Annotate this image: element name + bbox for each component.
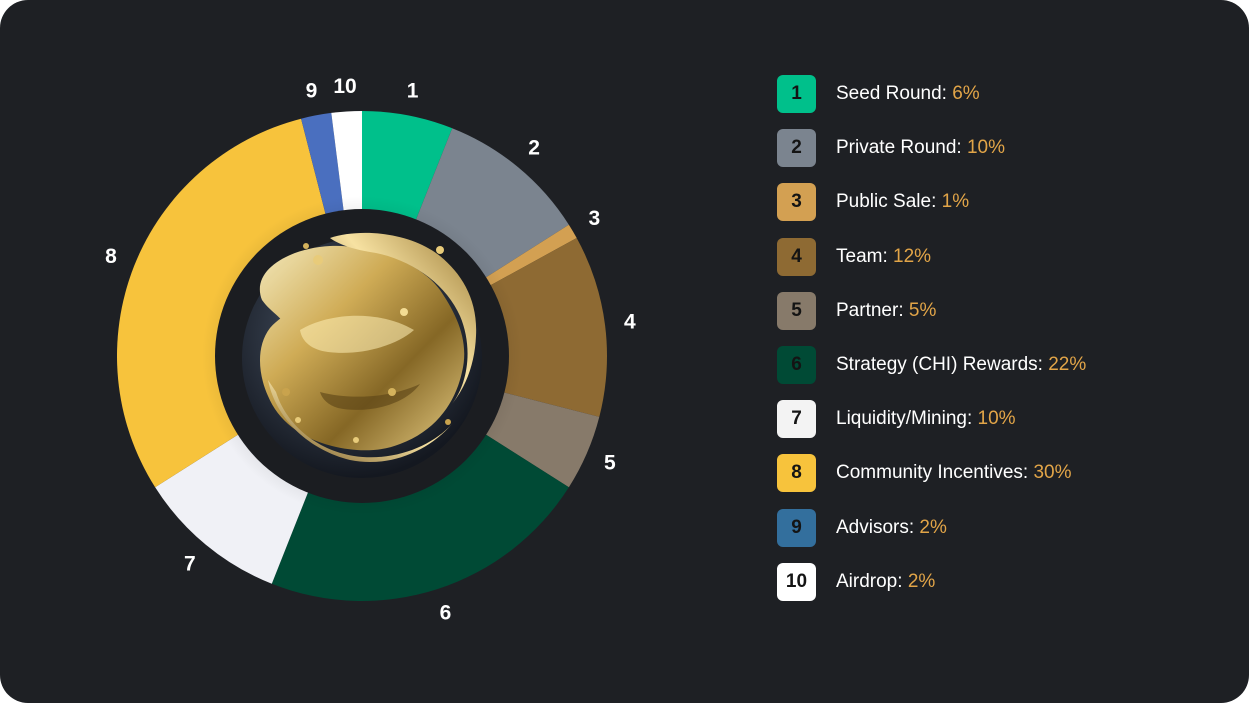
legend-item: 5 Partner: 5%	[777, 291, 1217, 330]
legend-text: Community Incentives: 30%	[836, 462, 1072, 484]
legend-text: Liquidity/Mining: 10%	[836, 408, 1016, 430]
legend-item: 7 Liquidity/Mining: 10%	[777, 400, 1217, 439]
legend-separator: :	[941, 83, 953, 104]
legend-text: Partner: 5%	[836, 300, 936, 322]
legend-badge: 6	[777, 345, 816, 384]
legend-label: Seed Round	[836, 83, 942, 104]
legend-item: 1 Seed Round: 6%	[777, 75, 1217, 113]
legend-text: Private Round: 10%	[836, 137, 1005, 159]
slice-label-5: 5	[604, 452, 616, 475]
legend-item: 8 Community Incentives: 30%	[777, 454, 1217, 493]
legend-separator: :	[1022, 462, 1034, 484]
legend-badge: 1	[777, 75, 816, 113]
legend-text: Seed Round: 6%	[836, 83, 980, 105]
legend-label: Advisors	[836, 516, 909, 538]
slice-labels-layer: 1 2 3 4 5 6 7 8 9 10	[105, 75, 636, 624]
legend-badge: 3	[777, 183, 816, 222]
legend-separator: :	[956, 137, 967, 159]
legend-value: 2%	[919, 516, 947, 538]
legend-item: 10 Airdrop: 2%	[777, 562, 1217, 601]
legend-value: 2%	[907, 570, 936, 592]
legend-text: Public Sale: 1%	[836, 191, 969, 213]
legend-badge: 9	[777, 508, 816, 547]
legend-separator: :	[898, 299, 909, 321]
legend-label: Team	[836, 245, 883, 267]
legend-value: 1%	[941, 191, 970, 213]
legend-value: 6%	[952, 83, 980, 104]
legend-label: Public Sale	[836, 191, 932, 213]
legend-value: 5%	[908, 299, 937, 321]
legend-value: 12%	[893, 245, 932, 267]
legend-label: Airdrop	[836, 570, 898, 592]
legend-label: Partner	[836, 299, 899, 321]
legend-label: Private Round	[836, 137, 957, 159]
legend-label: Liquidity/Mining	[836, 408, 967, 430]
slice-label-3: 3	[589, 207, 601, 230]
slice-label-4: 4	[624, 311, 636, 334]
legend-separator: :	[908, 516, 920, 538]
legend-separator: :	[882, 245, 894, 267]
legend-separator: :	[931, 191, 942, 213]
legend-item: 2 Private Round: 10%	[777, 129, 1217, 168]
gold-splash-image	[259, 232, 477, 463]
slice-label-10: 10	[333, 75, 356, 98]
legend-badge: 10	[777, 562, 816, 601]
slice-label-9: 9	[306, 79, 318, 102]
legend: 1 Seed Round: 6% 2 Private Round: 10% 3 Publi…	[777, 75, 1217, 617]
legend-item: 6 Strategy (CHI) Rewards: 22%	[777, 345, 1217, 384]
legend-badge: 7	[777, 400, 816, 439]
slice-label-7: 7	[184, 553, 196, 576]
legend-item: 3 Public Sale: 1%	[777, 183, 1217, 222]
legend-separator: :	[1037, 353, 1049, 375]
legend-text: Strategy (CHI) Rewards: 22%	[836, 354, 1086, 376]
legend-value: 10%	[966, 137, 1005, 159]
legend-badge: 4	[777, 237, 816, 276]
legend-item: 4 Team: 12%	[777, 237, 1217, 276]
legend-text: Advisors: 2%	[836, 517, 947, 539]
legend-badge: 2	[777, 129, 816, 168]
legend-badge: 5	[777, 291, 816, 330]
slice-label-6: 6	[440, 601, 452, 624]
slice-label-2: 2	[528, 136, 540, 159]
legend-label: Strategy (CHI) Rewards	[836, 353, 1038, 375]
center-decoration	[202, 196, 522, 516]
legend-separator: :	[897, 570, 908, 592]
legend-label: Community Incentives	[836, 462, 1023, 484]
legend-text: Airdrop: 2%	[836, 571, 935, 593]
slice-label-8: 8	[105, 245, 117, 268]
slice-label-1: 1	[407, 79, 419, 102]
legend-separator: :	[966, 408, 978, 430]
legend-item: 9 Advisors: 2%	[777, 508, 1217, 547]
legend-badge: 8	[777, 454, 816, 493]
legend-value: 10%	[977, 408, 1016, 430]
legend-value: 30%	[1033, 462, 1072, 484]
legend-text: Team: 12%	[836, 246, 931, 268]
legend-value: 22%	[1048, 353, 1087, 375]
